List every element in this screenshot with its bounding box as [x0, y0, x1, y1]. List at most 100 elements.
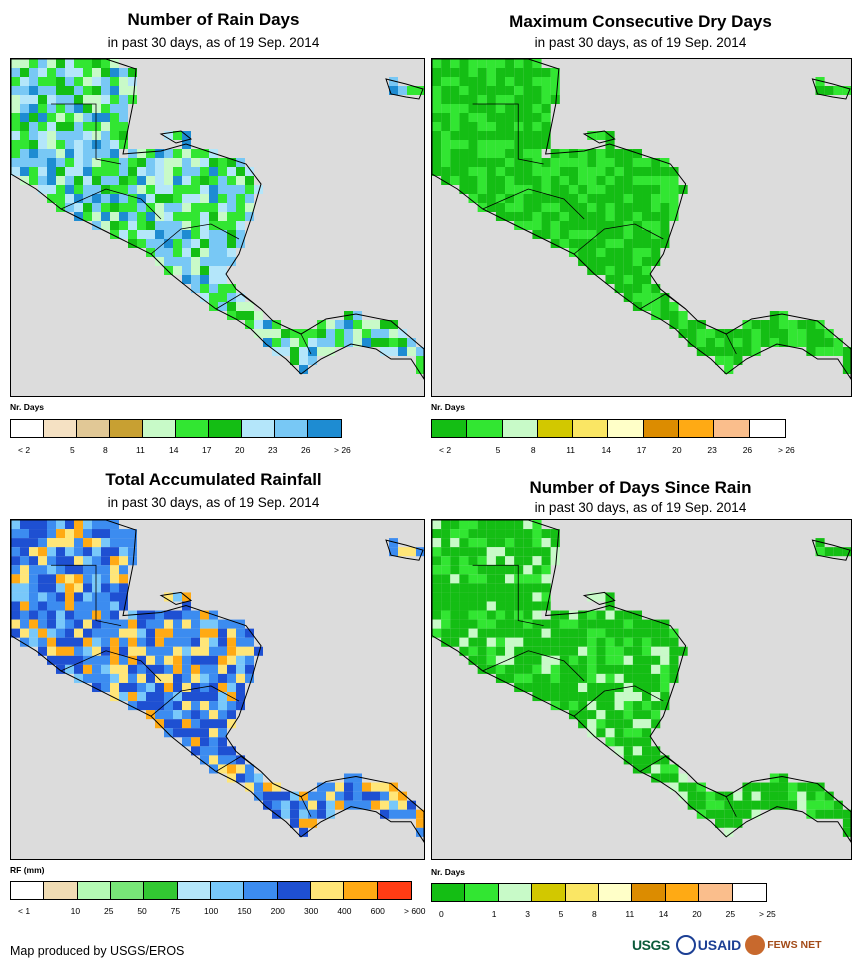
- legend-swatch: [144, 882, 178, 899]
- legend-swatch: [565, 884, 599, 901]
- usgs-logo: USGS: [632, 937, 670, 953]
- legend-swatch: [77, 420, 110, 437]
- legend-label: 50: [137, 906, 147, 916]
- legend-swatch: [665, 884, 700, 901]
- legend-label: 25: [725, 909, 736, 919]
- legend-swatch: [176, 420, 209, 437]
- legend-label: 14: [601, 445, 611, 455]
- legend-label: 20: [692, 909, 702, 919]
- legend-swatch: [699, 884, 733, 901]
- map-svg: [432, 59, 851, 380]
- legend-label: 100: [204, 906, 219, 916]
- legend-label: 11: [625, 909, 635, 919]
- legend-label: 400: [337, 906, 352, 916]
- legend-swatch: [110, 420, 143, 437]
- legend-swatch: [467, 420, 503, 437]
- legend-label: > 26: [334, 445, 351, 455]
- legend-label: 26: [742, 445, 753, 455]
- legend-swatch: [749, 420, 785, 437]
- panel-rainfall: Total Accumulated Rainfall in past 30 da…: [0, 465, 427, 925]
- legend-label: 600: [370, 906, 385, 916]
- legend-labels: < 2 5 8 11 14 17 20 23 26 > 26: [10, 445, 351, 457]
- map-days-since-rain[interactable]: [431, 519, 852, 860]
- legend-swatches: [431, 419, 786, 438]
- legend-labels: < 1 10 25 50 75 100 150 200 300 400 600 > 600: [10, 906, 426, 918]
- legend-swatch: [44, 420, 77, 437]
- legend-swatch: [44, 882, 78, 899]
- legend-swatch: [308, 420, 341, 437]
- legend-label: 11: [136, 445, 145, 455]
- legend-label: > 600: [404, 906, 426, 916]
- legend-label: 8: [103, 445, 108, 455]
- panel-subtitle: in past 30 days, as of 19 Sep. 2014: [107, 495, 320, 510]
- legend-label: 14: [169, 445, 179, 455]
- legend-labels: < 2 5 8 11 14 17 20 23 26 > 26: [431, 445, 795, 457]
- legend-label: 11: [566, 445, 576, 455]
- legend-label: 23: [268, 445, 278, 455]
- legend-label: 5: [70, 445, 75, 455]
- legend-label: < 1: [18, 906, 31, 916]
- legend-label: 200: [270, 906, 285, 916]
- panel-title: Maximum Consecutive Dry Days: [509, 12, 772, 31]
- legend-label: < 2: [439, 445, 452, 455]
- legend-swatch: [573, 420, 609, 437]
- legend-swatch: [714, 420, 750, 437]
- legend-label: 17: [636, 445, 647, 455]
- map-svg: [432, 520, 851, 843]
- legend-label: 0: [439, 909, 444, 919]
- fews-globe-icon: [745, 935, 766, 955]
- legend-swatches: [10, 881, 412, 900]
- legend-swatch: [502, 420, 538, 437]
- legend-swatch: [598, 884, 633, 901]
- legend-labels: 0 1 3 5 8 11 14 20 25 > 25: [431, 909, 791, 921]
- legend-swatch: [209, 420, 242, 437]
- panel-rain-days: Number of Rain Days in past 30 days, as …: [0, 0, 427, 465]
- legend-swatch: [679, 420, 715, 437]
- legend-label: > 26: [778, 445, 795, 455]
- panel-subtitle: in past 30 days, as of 19 Sep. 2014: [534, 35, 747, 50]
- legend-label: 1: [491, 909, 497, 919]
- legend-label: 300: [304, 906, 319, 916]
- legend-label: 25: [104, 906, 114, 916]
- legend-swatch: [537, 420, 574, 437]
- panel-dry-days: Maximum Consecutive Dry Days in past 30 …: [427, 0, 854, 465]
- legend-swatch: [242, 420, 275, 437]
- legend-dry-days: Nr. Days < 2 5 8 11 14 17 20 23 26 > 26: [431, 402, 795, 455]
- map-dry-days[interactable]: [431, 58, 852, 397]
- legend-days-since-rain: Nr. Days 0 1 3 5 8 11 14 20 25 > 25: [431, 867, 791, 919]
- panel-title: Number of Days Since Rain: [529, 478, 752, 497]
- legend-label: 5: [495, 445, 501, 455]
- partner-logos: USGS USAID FEWS NET: [632, 930, 846, 960]
- legend-swatch: [244, 882, 278, 899]
- legend-swatch: [11, 420, 44, 437]
- legend-label: 20: [235, 445, 245, 455]
- legend-swatch: [608, 420, 644, 437]
- fews-logo-text: FEWS NET: [767, 939, 822, 951]
- legend-swatch: [432, 884, 466, 901]
- legend-swatch: [532, 884, 566, 901]
- legend-label: 8: [530, 445, 536, 455]
- legend-label: 150: [237, 906, 252, 916]
- map-rain-days[interactable]: [10, 58, 425, 397]
- legend-label: 23: [707, 445, 717, 455]
- legend-swatch: [344, 882, 378, 899]
- legend-title: Nr. Days: [431, 867, 466, 877]
- legend-label: 3: [525, 909, 530, 919]
- panel-days-since-rain: Number of Days Since Rain in past 30 day…: [427, 465, 854, 925]
- legend-label: < 2: [18, 445, 31, 455]
- legend-label: 5: [558, 909, 564, 919]
- panel-title: Total Accumulated Rainfall: [105, 470, 322, 489]
- map-rainfall[interactable]: [10, 519, 425, 860]
- usaid-seal-icon: [675, 935, 696, 955]
- usaid-logo: USAID: [675, 935, 741, 955]
- legend-swatch: [277, 882, 311, 899]
- legend-label: 75: [170, 906, 181, 916]
- legend-title: RF (mm): [10, 865, 45, 875]
- map-svg: [11, 520, 424, 843]
- legend-swatch: [11, 882, 45, 899]
- legend-rain-days: Nr. Days < 2 5 8 11 14 17 20 23 26 > 26: [10, 402, 351, 455]
- legend-swatch: [732, 884, 766, 901]
- legend-swatch: [377, 882, 411, 899]
- legend-swatch: [275, 420, 308, 437]
- panel-title: Number of Rain Days: [127, 10, 300, 29]
